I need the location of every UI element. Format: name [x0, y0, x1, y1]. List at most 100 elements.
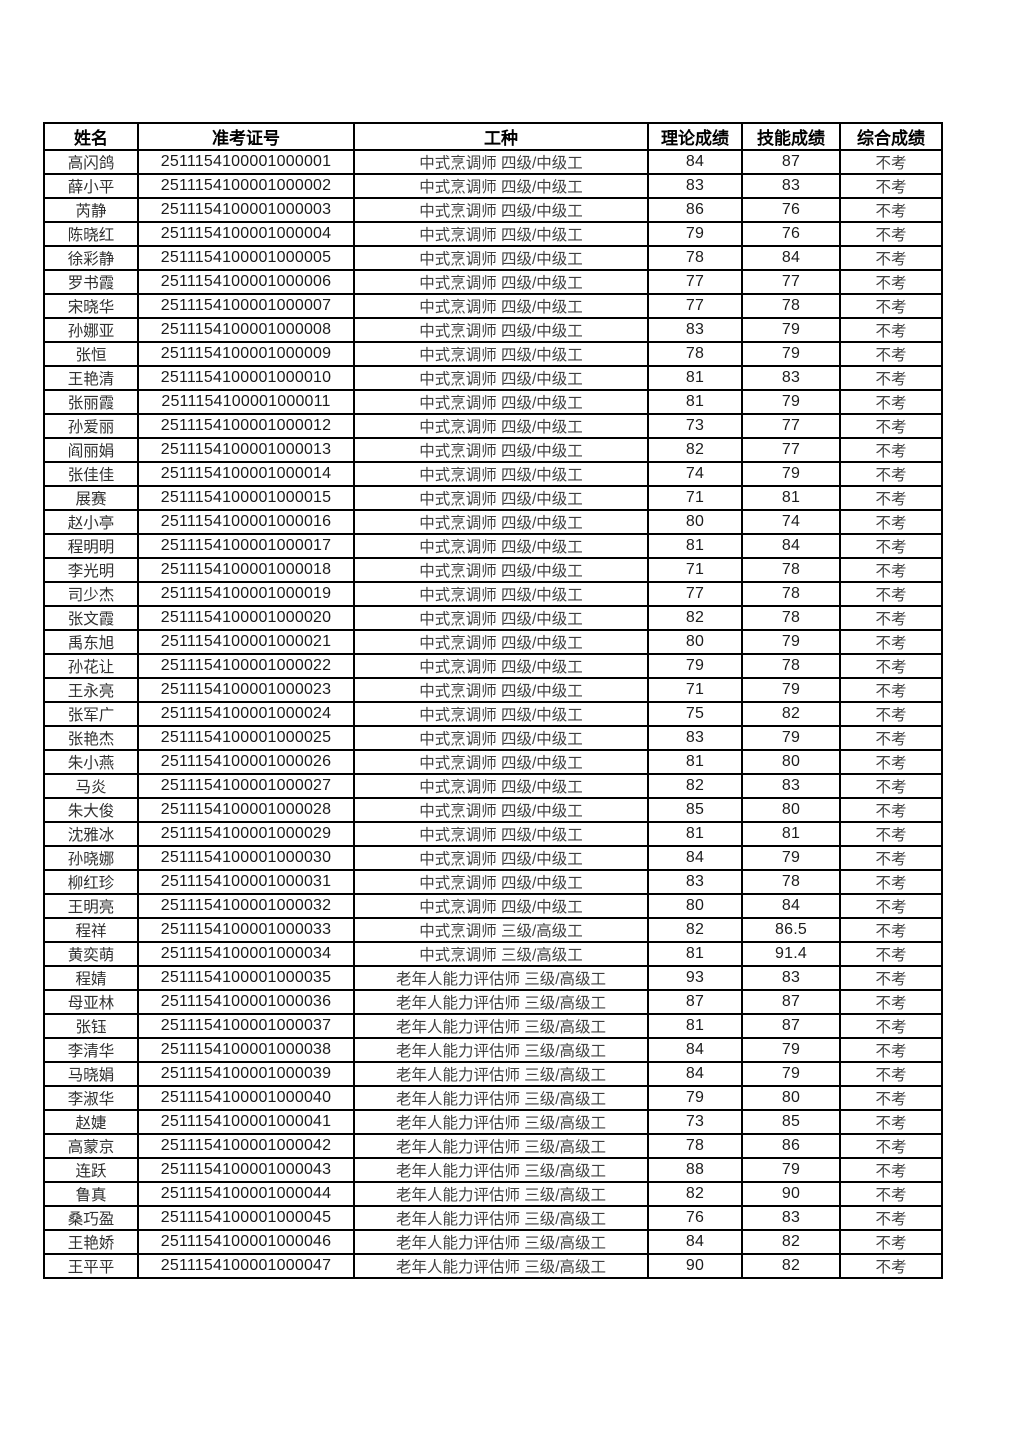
- name-cell: 沈雅冰: [43, 821, 139, 847]
- table-row: 司少杰 2511154100001000019 中式烹调师 四级/中级工 77 78 不考: [43, 581, 943, 607]
- overall-score-cell: 不考: [839, 725, 943, 751]
- skill-score-cell: 78: [741, 557, 841, 583]
- occupation-cell: 中式烹调师 四级/中级工: [353, 629, 649, 655]
- exam-id-cell: 2511154100001000010: [137, 365, 355, 391]
- table-row: 薛小平 2511154100001000002 中式烹调师 四级/中级工 83 83 不考: [43, 173, 943, 199]
- theory-score-cell: 82: [647, 917, 743, 943]
- table-row: 桑巧盈 2511154100001000045 老年人能力评估师 三级/高级工 76 8…: [43, 1205, 943, 1231]
- exam-id-cell: 2511154100001000027: [137, 773, 355, 799]
- overall-score-cell: 不考: [839, 797, 943, 823]
- name-cell: 孙爱丽: [43, 413, 139, 439]
- overall-score-cell: 不考: [839, 1061, 943, 1087]
- table-row: 李清华 2511154100001000038 老年人能力评估师 三级/高级工 84 7…: [43, 1037, 943, 1063]
- table-row: 连跃 2511154100001000043 老年人能力评估师 三级/高级工 88 79…: [43, 1157, 943, 1183]
- skill-score-cell: 84: [741, 533, 841, 559]
- table-row: 王永亮 2511154100001000023 中式烹调师 四级/中级工 71 79 不考: [43, 677, 943, 703]
- name-cell: 高闪鸽: [43, 149, 139, 175]
- skill-score-cell: 91.4: [741, 941, 841, 967]
- skill-score-cell: 77: [741, 413, 841, 439]
- table-row: 高蒙京 2511154100001000042 老年人能力评估师 三级/高级工 78 8…: [43, 1133, 943, 1159]
- table-row: 李光明 2511154100001000018 中式烹调师 四级/中级工 71 78 不考: [43, 557, 943, 583]
- theory-score-cell: 80: [647, 893, 743, 919]
- skill-score-cell: 80: [741, 1085, 841, 1111]
- occupation-cell: 中式烹调师 四级/中级工: [353, 605, 649, 631]
- name-cell: 张文霞: [43, 605, 139, 631]
- skill-score-cell: 80: [741, 797, 841, 823]
- occupation-cell: 老年人能力评估师 三级/高级工: [353, 1205, 649, 1231]
- overall-score-cell: 不考: [839, 965, 943, 991]
- exam-id-cell: 2511154100001000041: [137, 1109, 355, 1135]
- skill-score-cell: 87: [741, 989, 841, 1015]
- skill-score-cell: 78: [741, 293, 841, 319]
- occupation-cell: 老年人能力评估师 三级/高级工: [353, 1229, 649, 1255]
- skill-score-cell: 87: [741, 1013, 841, 1039]
- overall-score-cell: 不考: [839, 1085, 943, 1111]
- occupation-cell: 中式烹调师 四级/中级工: [353, 773, 649, 799]
- theory-score-cell: 82: [647, 1181, 743, 1207]
- name-cell: 鲁真: [43, 1181, 139, 1207]
- overall-score-cell: 不考: [839, 317, 943, 343]
- exam-id-cell: 2511154100001000003: [137, 197, 355, 223]
- theory-score-cell: 93: [647, 965, 743, 991]
- theory-score-cell: 84: [647, 1229, 743, 1255]
- occupation-cell: 中式烹调师 四级/中级工: [353, 845, 649, 871]
- table-row: 鲁真 2511154100001000044 老年人能力评估师 三级/高级工 82 90…: [43, 1181, 943, 1207]
- name-cell: 张艳杰: [43, 725, 139, 751]
- name-cell: 王明亮: [43, 893, 139, 919]
- occupation-cell: 老年人能力评估师 三级/高级工: [353, 1061, 649, 1087]
- skill-score-cell: 83: [741, 773, 841, 799]
- column-header-overall-score: 综合成绩: [839, 122, 943, 151]
- overall-score-cell: 不考: [839, 917, 943, 943]
- name-cell: 赵婕: [43, 1109, 139, 1135]
- overall-score-cell: 不考: [839, 1133, 943, 1159]
- exam-id-cell: 2511154100001000034: [137, 941, 355, 967]
- table-row: 徐彩静 2511154100001000005 中式烹调师 四级/中级工 78 84 不考: [43, 245, 943, 271]
- theory-score-cell: 80: [647, 629, 743, 655]
- skill-score-cell: 79: [741, 845, 841, 871]
- overall-score-cell: 不考: [839, 653, 943, 679]
- table-row: 张文霞 2511154100001000020 中式烹调师 四级/中级工 82 78 不考: [43, 605, 943, 631]
- occupation-cell: 中式烹调师 四级/中级工: [353, 221, 649, 247]
- theory-score-cell: 88: [647, 1157, 743, 1183]
- skill-score-cell: 81: [741, 821, 841, 847]
- skill-score-cell: 86: [741, 1133, 841, 1159]
- overall-score-cell: 不考: [839, 1253, 943, 1279]
- name-cell: 芮静: [43, 197, 139, 223]
- theory-score-cell: 78: [647, 1133, 743, 1159]
- exam-id-cell: 2511154100001000018: [137, 557, 355, 583]
- table-row: 罗书霞 2511154100001000006 中式烹调师 四级/中级工 77 77 不考: [43, 269, 943, 295]
- name-cell: 王永亮: [43, 677, 139, 703]
- theory-score-cell: 79: [647, 653, 743, 679]
- overall-score-cell: 不考: [839, 1205, 943, 1231]
- skill-score-cell: 79: [741, 1061, 841, 1087]
- exam-id-cell: 2511154100001000024: [137, 701, 355, 727]
- skill-score-cell: 78: [741, 653, 841, 679]
- occupation-cell: 老年人能力评估师 三级/高级工: [353, 1253, 649, 1279]
- occupation-cell: 中式烹调师 四级/中级工: [353, 389, 649, 415]
- name-cell: 张钰: [43, 1013, 139, 1039]
- name-cell: 程明明: [43, 533, 139, 559]
- skill-score-cell: 83: [741, 365, 841, 391]
- occupation-cell: 老年人能力评估师 三级/高级工: [353, 1157, 649, 1183]
- skill-score-cell: 79: [741, 1037, 841, 1063]
- occupation-cell: 中式烹调师 四级/中级工: [353, 317, 649, 343]
- table-row: 柳红珍 2511154100001000031 中式烹调师 四级/中级工 83 78 不考: [43, 869, 943, 895]
- overall-score-cell: 不考: [839, 1157, 943, 1183]
- theory-score-cell: 81: [647, 749, 743, 775]
- exam-id-cell: 2511154100001000030: [137, 845, 355, 871]
- overall-score-cell: 不考: [839, 869, 943, 895]
- theory-score-cell: 81: [647, 1013, 743, 1039]
- table-row: 张丽霞 2511154100001000011 中式烹调师 四级/中级工 81 79 不考: [43, 389, 943, 415]
- exam-id-cell: 2511154100001000004: [137, 221, 355, 247]
- table-row: 李淑华 2511154100001000040 老年人能力评估师 三级/高级工 79 8…: [43, 1085, 943, 1111]
- exam-id-cell: 2511154100001000039: [137, 1061, 355, 1087]
- table-row: 朱小燕 2511154100001000026 中式烹调师 四级/中级工 81 80 不考: [43, 749, 943, 775]
- name-cell: 宋晓华: [43, 293, 139, 319]
- exam-id-cell: 2511154100001000031: [137, 869, 355, 895]
- occupation-cell: 中式烹调师 四级/中级工: [353, 245, 649, 271]
- theory-score-cell: 71: [647, 485, 743, 511]
- table-row: 王明亮 2511154100001000032 中式烹调师 四级/中级工 80 84 不考: [43, 893, 943, 919]
- exam-id-cell: 2511154100001000036: [137, 989, 355, 1015]
- skill-score-cell: 79: [741, 389, 841, 415]
